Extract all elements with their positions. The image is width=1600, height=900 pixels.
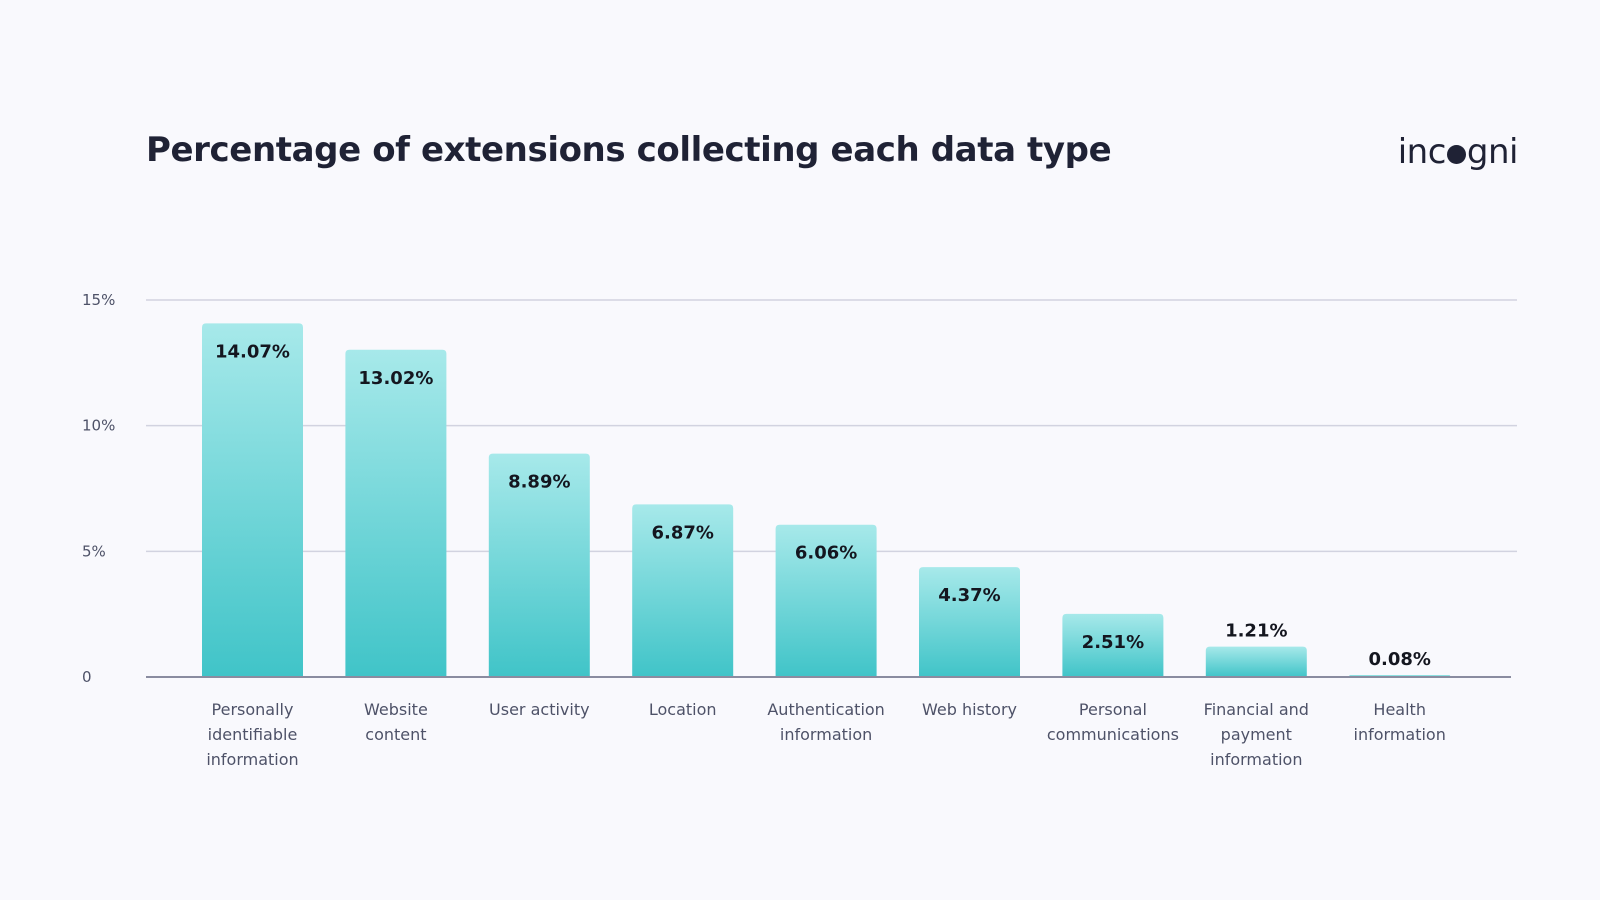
bar-6 [1062,613,1164,677]
logo-dot-icon [1446,144,1466,164]
category-label-7: Financial and payment information [1204,700,1309,769]
bar-7 [1205,646,1307,677]
category-label-4: Authentication information [767,700,884,744]
value-label-1: 13.02% [358,368,433,389]
bar-0 [202,323,303,677]
category-label-0: Personally identifiable information [206,700,298,769]
incogni-logo[interactable]: inc gni [1397,132,1519,172]
category-label-6: Personal communications [1047,700,1179,744]
labels: 0 5% 10% 15% 14.07% Personally identifiable inf… [82,291,1446,769]
bar-5 [919,567,1020,677]
bars [146,323,1511,678]
category-label-3: Location [649,700,717,719]
value-label-7: 1.21% [1225,621,1287,642]
logo-text-prefix: inc [1397,132,1447,172]
value-label-2: 8.89% [508,472,570,493]
bar-1 [345,349,447,677]
bar-4 [775,524,877,677]
y-tick-label-2: 10% [82,417,115,435]
y-tick-label-3: 15% [82,291,115,309]
value-label-3: 6.87% [651,522,713,543]
bar-2 [488,453,590,677]
logo-text-suffix: gni [1466,132,1519,172]
category-label-1: Website content [364,700,428,744]
category-label-2: User activity [489,700,590,719]
bar-3 [632,504,734,677]
value-label-8: 0.08% [1368,649,1430,670]
y-tick-label-1: 5% [82,542,106,560]
category-label-5: Web history [922,700,1017,719]
category-label-8: Health information [1354,700,1446,744]
value-label-5: 4.37% [938,585,1000,606]
value-label-6: 2.51% [1082,632,1144,653]
y-tick-label-0: 0 [82,668,92,686]
chart-title: Percentage of extensions collecting each… [146,130,1112,170]
value-label-0: 14.07% [215,341,290,362]
value-label-4: 6.06% [795,543,857,564]
